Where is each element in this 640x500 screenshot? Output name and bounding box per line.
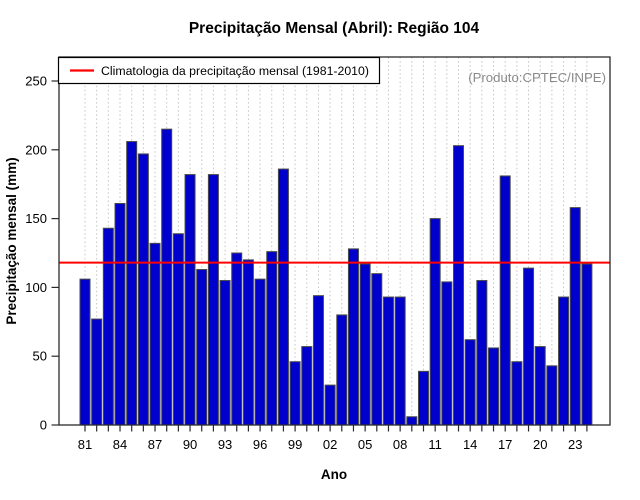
legend-box (57, 56, 381, 85)
bar-17 (499, 175, 511, 426)
bar-82 (91, 318, 103, 426)
x-tick-label-14: 14 (463, 437, 477, 452)
bar-07 (382, 296, 394, 426)
chart-title: Precipitação Mensal (Abril): Região 104 (189, 20, 480, 37)
bar-97 (266, 251, 278, 426)
x-tick-label-81: 81 (78, 437, 92, 452)
bar-86 (137, 153, 149, 426)
x-tick-label-17: 17 (498, 437, 512, 452)
y-tick-label-250: 250 (25, 74, 47, 89)
x-tick-label-99: 99 (288, 437, 302, 452)
bar-87 (149, 242, 161, 426)
bar-81 (79, 278, 91, 426)
bar-83 (102, 227, 114, 426)
bar-21 (546, 365, 558, 426)
bar-96 (254, 278, 266, 426)
bar-93 (219, 280, 231, 426)
bar-88 (161, 128, 173, 426)
bar-19 (523, 267, 535, 426)
bar-09 (406, 416, 418, 426)
bar-98 (277, 168, 289, 426)
bar-06 (371, 273, 383, 426)
x-tick-label-87: 87 (148, 437, 162, 452)
bar-85 (126, 141, 138, 426)
bar-10 (417, 370, 429, 426)
bar-11 (429, 218, 441, 426)
y-tick-label-100: 100 (25, 280, 47, 295)
y-tick-label-200: 200 (25, 142, 47, 157)
bar-15 (476, 280, 488, 426)
y-tick-label-150: 150 (25, 211, 47, 226)
bar-92 (207, 174, 219, 426)
bar-16 (488, 347, 500, 426)
y-tick-label-50: 50 (33, 349, 47, 364)
bar-12 (441, 281, 453, 426)
x-tick-label-02: 02 (323, 437, 337, 452)
bar-90 (184, 174, 196, 426)
legend-label: Climatologia da precipitação mensal (198… (101, 64, 369, 78)
bar-24 (581, 263, 593, 426)
bar-02 (324, 384, 336, 426)
bar-05 (359, 263, 371, 426)
producer-note: (Produto:CPTEC/INPE) (468, 70, 606, 85)
x-tick-label-96: 96 (253, 437, 267, 452)
bar-01 (312, 295, 324, 426)
bar-04 (347, 248, 359, 426)
bar-13 (453, 145, 465, 426)
bar-18 (511, 361, 523, 426)
x-tick-label-23: 23 (568, 437, 582, 452)
bar-22 (558, 296, 570, 426)
y-axis-title: Precipitação mensal (mm) (4, 157, 19, 324)
bar-20 (534, 346, 546, 426)
bar-91 (196, 269, 208, 426)
x-tick-label-05: 05 (358, 437, 372, 452)
legend: Climatologia da precipitação mensal (198… (57, 56, 381, 85)
bar-99 (289, 361, 301, 426)
bar-94 (231, 252, 243, 426)
y-tick-label-0: 0 (40, 418, 47, 433)
bar-00 (301, 346, 313, 426)
x-tick-label-90: 90 (183, 437, 197, 452)
plot-area: 0 50 100 150 200 250 81 84 87 90 93 96 99 02 05 08 11 14 1… (25, 56, 611, 452)
x-tick-label-93: 93 (218, 437, 232, 452)
x-axis-title: Ano (321, 467, 347, 482)
bar-23 (569, 207, 581, 426)
x-tick-label-08: 08 (393, 437, 407, 452)
x-tick-label-20: 20 (533, 437, 547, 452)
bar-84 (114, 202, 126, 426)
x-tick-label-84: 84 (113, 437, 127, 452)
bar-08 (394, 296, 406, 426)
x-tick-label-11: 11 (428, 437, 442, 452)
bar-14 (464, 339, 476, 426)
bar-95 (242, 259, 254, 426)
bar-03 (336, 314, 348, 426)
